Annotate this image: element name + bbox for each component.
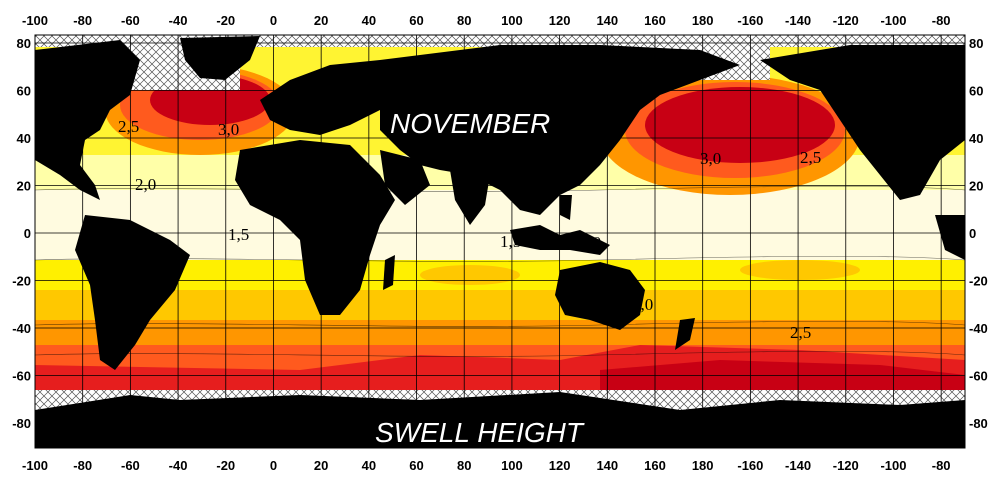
longitude-tick-label: 0	[270, 458, 277, 473]
bottom-longitude-ticks: -100 -80 -60 -40 -20 0 20 40 60 80 100 120 140 160 180…	[22, 458, 951, 473]
longitude-tick-label: -100	[22, 458, 48, 473]
longitude-tick-label: 180	[692, 13, 714, 28]
latitude-tick-label: 0	[969, 226, 976, 241]
longitude-tick-label: -80	[73, 13, 92, 28]
contour-label-indonesia-east: 2,0	[580, 233, 601, 252]
latitude-tick-label: -80	[969, 416, 988, 431]
longitude-tick-label: -160	[737, 13, 763, 28]
arctic-ice	[35, 35, 965, 47]
longitude-tick-label: 120	[549, 13, 571, 28]
longitude-tick-label: -120	[833, 13, 859, 28]
antarctica	[35, 392, 965, 448]
longitude-tick-label: 80	[457, 458, 471, 473]
longitude-tick-label: 160	[644, 458, 666, 473]
longitude-tick-label: -100	[880, 13, 906, 28]
longitude-tick-label: -80	[932, 458, 951, 473]
japan	[588, 110, 615, 150]
latitude-tick-label: -20	[969, 274, 988, 289]
longitude-tick-label: -40	[169, 458, 188, 473]
north-pacific-swell-core	[645, 87, 835, 163]
longitude-tick-label: -100	[880, 458, 906, 473]
latitude-tick-label: -40	[12, 321, 31, 336]
latitude-tick-label: -20	[12, 274, 31, 289]
philippines	[560, 195, 572, 220]
contour-label-tasman: 2,0	[632, 295, 653, 314]
north-america-west	[35, 40, 140, 200]
longitude-tick-label: 100	[501, 13, 523, 28]
left-latitude-ticks: 80 60 40 20 0 -20 -40 -60 -80	[12, 36, 31, 431]
longitude-tick-label: -100	[22, 13, 48, 28]
longitude-tick-label: 120	[549, 458, 571, 473]
latitude-tick-label: 0	[24, 226, 31, 241]
africa	[235, 140, 395, 315]
contour-label-north-atlantic-west: 2,5	[118, 117, 139, 136]
longitude-tick-label: -160	[737, 458, 763, 473]
longitude-tick-label: -80	[73, 458, 92, 473]
longitude-tick-label: 160	[644, 13, 666, 28]
latitude-tick-label: 20	[969, 179, 983, 194]
longitude-tick-label: -140	[785, 458, 811, 473]
latitude-tick-label: 60	[17, 84, 31, 99]
greenland	[180, 36, 260, 80]
indian-ocean-patch	[420, 265, 520, 285]
map-area	[35, 35, 965, 448]
longitude-tick-label: -20	[216, 458, 235, 473]
latitude-tick-label: 20	[17, 179, 31, 194]
latitude-tick-label: 80	[17, 36, 31, 51]
month-title: NOVEMBER	[390, 108, 550, 139]
latitude-tick-label: -40	[969, 321, 988, 336]
latitude-tick-label: 40	[969, 131, 983, 146]
longitude-tick-label: 140	[596, 458, 618, 473]
longitude-tick-label: -20	[216, 13, 235, 28]
longitude-tick-label: 20	[314, 13, 328, 28]
longitude-tick-label: 0	[270, 13, 277, 28]
contour-label-south-pacific: 2,5	[790, 323, 811, 342]
latitude-tick-label: -60	[12, 369, 31, 384]
longitude-tick-label: 180	[692, 458, 714, 473]
longitude-tick-label: 60	[409, 13, 423, 28]
contour-label-equatorial-atlantic: 1,5	[228, 225, 249, 244]
map-frame	[34, 34, 966, 449]
longitude-tick-label: 20	[314, 458, 328, 473]
south-america-east	[935, 215, 965, 260]
variable-title: SWELL HEIGHT	[375, 417, 585, 448]
contour-value-labels: 3,0 2,5 2,0 1,5 3,0 2,5 1,5 2,0 2,0 2,5	[118, 117, 821, 342]
latitude-tick-label: -80	[12, 416, 31, 431]
equatorial-calm-band	[35, 190, 965, 260]
contour-label-central-atlantic: 2,0	[135, 175, 156, 194]
top-longitude-ticks: -100 -80 -60 -40 -20 0 20 40 60 80 100 120 140 160 180…	[22, 13, 951, 28]
longitude-tick-label: 80	[457, 13, 471, 28]
new-zealand	[675, 318, 695, 350]
contour-label-north-pacific: 3,0	[700, 149, 721, 168]
graticule	[35, 35, 965, 448]
europe	[260, 60, 380, 135]
latitude-tick-label: -60	[969, 369, 988, 384]
longitude-tick-label: -60	[121, 458, 140, 473]
south-america	[75, 215, 190, 370]
contour-lines	[35, 185, 965, 357]
madagascar	[383, 255, 395, 290]
contour-label-north-atlantic: 3,0	[218, 120, 239, 139]
north-america-east	[760, 45, 965, 200]
latitude-tick-label: 80	[969, 36, 983, 51]
longitude-tick-label: 60	[409, 458, 423, 473]
latitude-tick-label: 60	[969, 84, 983, 99]
longitude-tick-label: -120	[833, 458, 859, 473]
latitude-tick-label: 40	[17, 131, 31, 146]
contour-label-indonesia-west: 1,5	[500, 232, 521, 251]
longitude-tick-label: -140	[785, 13, 811, 28]
south-pacific-patch	[740, 260, 860, 280]
contour-label-north-pacific-east: 2,5	[800, 148, 821, 167]
longitude-tick-label: -40	[169, 13, 188, 28]
longitude-tick-label: -60	[121, 13, 140, 28]
longitude-tick-label: 100	[501, 458, 523, 473]
longitude-tick-label: 40	[362, 458, 376, 473]
australia	[555, 262, 645, 330]
india	[450, 170, 490, 225]
longitude-tick-label: 40	[362, 13, 376, 28]
longitude-tick-label: -80	[932, 13, 951, 28]
longitude-tick-label: 140	[596, 13, 618, 28]
right-latitude-ticks: 80 60 40 20 0 -20 -40 -60 -80	[969, 36, 988, 431]
